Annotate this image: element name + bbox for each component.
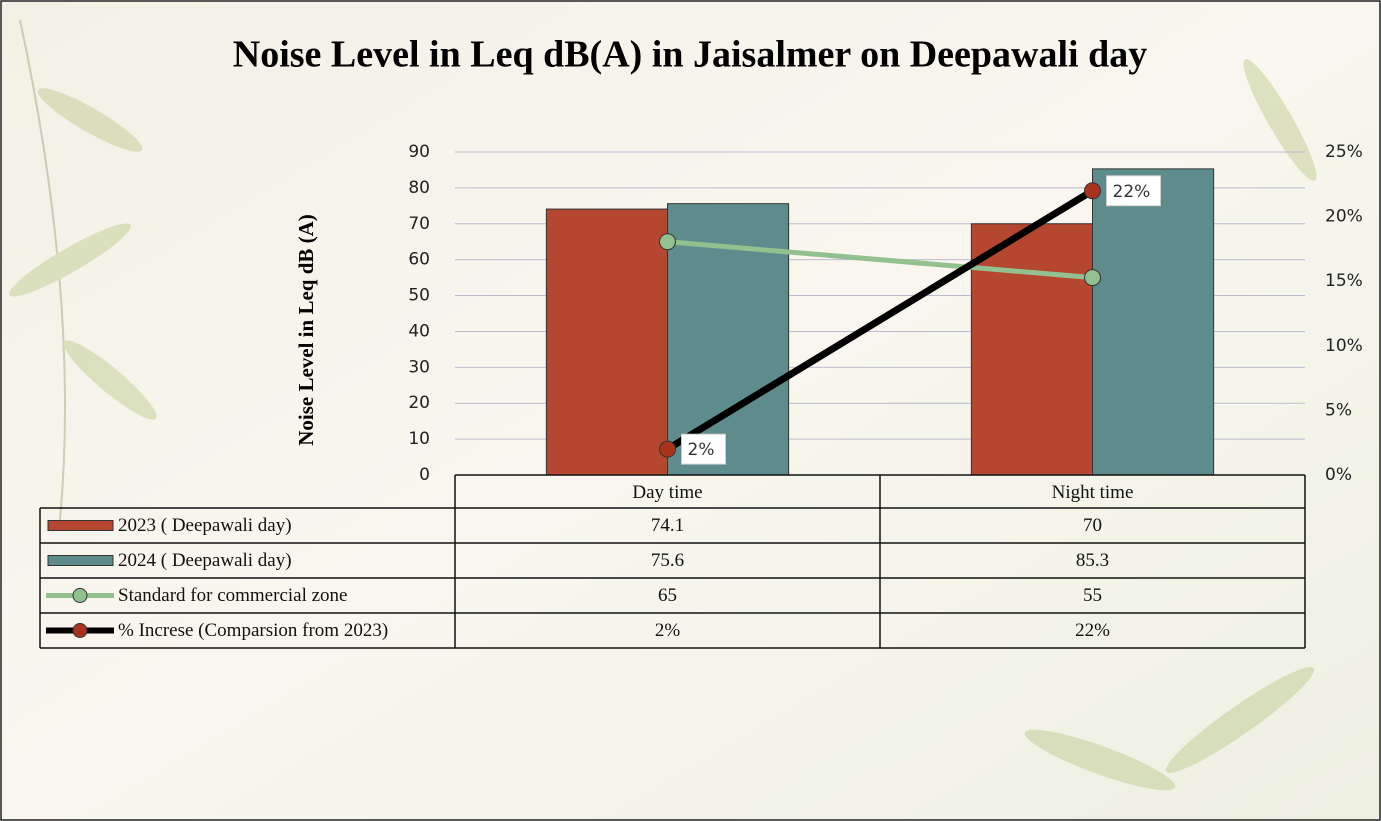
data-label: 22% xyxy=(1113,182,1151,202)
legend-label: % Increse (Comparsion from 2023) xyxy=(118,620,388,641)
table-cell: 55 xyxy=(1083,585,1102,606)
table-cell: 22% xyxy=(1075,620,1110,641)
marker xyxy=(660,441,676,457)
y2-tick-label: 15% xyxy=(1325,271,1363,291)
chart: Noise Level in Leq dB(A) in Jaisalmer on… xyxy=(0,0,1381,821)
bar xyxy=(546,209,667,475)
y-tick-label: 50 xyxy=(408,286,430,306)
table-cell: 85.3 xyxy=(1076,550,1109,571)
data-label: 2% xyxy=(688,440,715,460)
y-tick-label: 10 xyxy=(408,429,430,449)
marker xyxy=(660,234,676,250)
y-tick-label: 90 xyxy=(408,142,430,162)
chart-title: Noise Level in Leq dB(A) in Jaisalmer on… xyxy=(233,34,1148,76)
legend-key xyxy=(73,589,87,603)
table-cell: 65 xyxy=(658,585,677,606)
y-tick-label: 80 xyxy=(408,178,430,198)
y-tick-label: 0 xyxy=(419,465,430,485)
y-tick-label: 40 xyxy=(408,321,430,341)
table-cell: 74.1 xyxy=(651,515,684,536)
legend-label: Standard for commercial zone xyxy=(118,585,347,606)
table-cell: 2% xyxy=(655,620,681,641)
marker xyxy=(1085,270,1101,286)
y2-tick-label: 5% xyxy=(1325,400,1352,420)
y-axis-title: Noise Level in Leq dB (A) xyxy=(294,214,318,446)
legend-label: 2023 ( Deepawali day) xyxy=(118,515,292,536)
legend-key xyxy=(48,521,113,531)
table-cell: 70 xyxy=(1083,515,1102,536)
y2-tick-label: 25% xyxy=(1325,142,1363,162)
y-tick-label: 70 xyxy=(408,214,430,234)
bar xyxy=(1093,169,1214,475)
y2-tick-label: 20% xyxy=(1325,207,1363,227)
bar xyxy=(971,224,1092,475)
x-tick-label: Day time xyxy=(632,482,702,503)
y-tick-label: 20 xyxy=(408,393,430,413)
legend-key xyxy=(48,556,113,566)
y-tick-label: 30 xyxy=(408,357,430,377)
table-cell: 75.6 xyxy=(651,550,684,571)
x-tick-label: Night time xyxy=(1052,482,1134,503)
y2-tick-label: 0% xyxy=(1325,465,1352,485)
y2-tick-label: 10% xyxy=(1325,336,1363,356)
marker xyxy=(1085,183,1101,199)
legend-key xyxy=(73,624,87,638)
y-tick-label: 60 xyxy=(408,250,430,270)
legend-label: 2024 ( Deepawali day) xyxy=(118,550,292,571)
